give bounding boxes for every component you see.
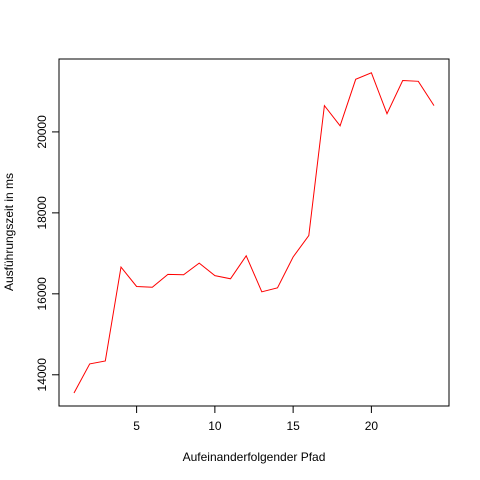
series-line (73, 72, 435, 394)
x-tick-label: 15 (286, 419, 300, 433)
x-tick-label: 10 (208, 419, 222, 433)
y-tick-label: 18000 (35, 196, 49, 230)
y-axis-label: Ausführungszeit in ms (2, 173, 16, 291)
x-tick-label: 5 (133, 419, 140, 433)
series-group (73, 72, 435, 394)
plot-box (58, 58, 450, 407)
y-tick-label: 16000 (35, 277, 49, 311)
x-axis-label: Aufeinanderfolgender Pfad (183, 450, 326, 464)
y-tick-label: 14000 (35, 358, 49, 392)
y-axis: 14000 16000 18000 20000 (35, 115, 60, 392)
y-tick-label: 20000 (35, 115, 49, 149)
x-axis: 5 10 15 20 (133, 405, 379, 433)
x-tick-label: 20 (365, 419, 379, 433)
